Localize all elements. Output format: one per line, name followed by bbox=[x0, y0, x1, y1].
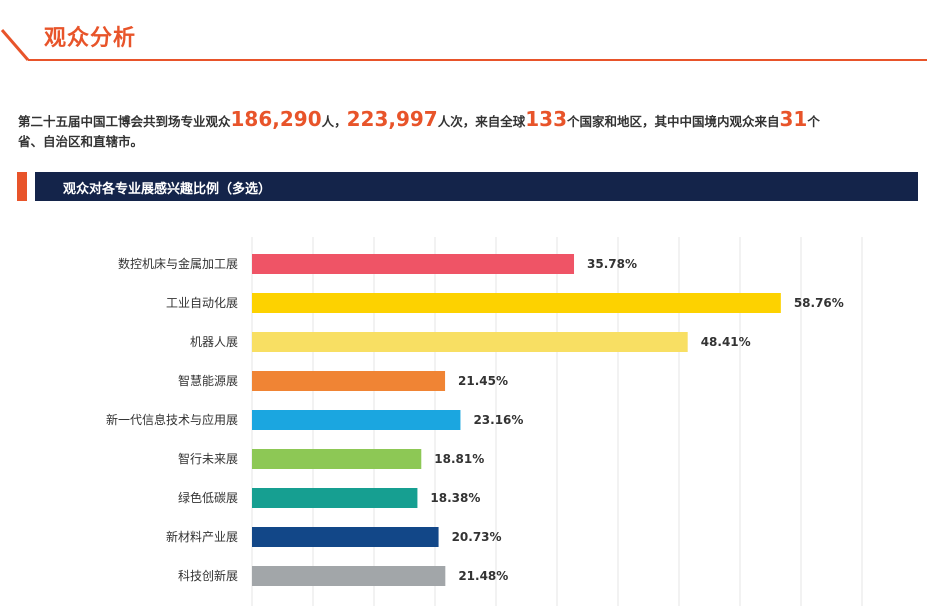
header-slash bbox=[0, 29, 30, 61]
visit-count: 223,997 bbox=[346, 107, 438, 131]
section-accent bbox=[17, 172, 27, 201]
category-label: 绿色低碳展 bbox=[178, 490, 238, 505]
section-title: 观众对各专业展感兴趣比例（多选） bbox=[63, 182, 272, 197]
province-count: 31 bbox=[779, 107, 808, 131]
value-label: 23.16% bbox=[473, 413, 523, 427]
category-label: 数控机床与金属加工展 bbox=[118, 256, 238, 271]
intro-text-4: 个国家和地区，其中中国境内观众来自 bbox=[566, 114, 780, 129]
bar bbox=[252, 371, 446, 391]
category-label: 工业自动化展 bbox=[166, 296, 238, 310]
value-label: 20.73% bbox=[452, 530, 502, 544]
intro-text-1: 第二十五届中国工博会共到场专业观众 bbox=[18, 114, 231, 129]
intro-text-2: 人， bbox=[321, 114, 347, 129]
bar bbox=[252, 449, 422, 469]
bar bbox=[252, 293, 781, 313]
value-label: 58.76% bbox=[794, 296, 844, 310]
category-label: 机器人展 bbox=[190, 335, 238, 349]
intro-text-6: 省、自治区和直辖市。 bbox=[18, 134, 144, 149]
value-label: 18.81% bbox=[434, 452, 484, 466]
bar bbox=[252, 254, 575, 274]
category-label: 智行未来展 bbox=[178, 451, 238, 466]
bar bbox=[252, 527, 439, 547]
category-label: 智慧能源展 bbox=[178, 373, 238, 388]
bar bbox=[252, 332, 688, 352]
value-label: 18.38% bbox=[430, 491, 480, 505]
bar bbox=[252, 488, 418, 508]
bar bbox=[252, 566, 446, 586]
category-label: 科技创新展 bbox=[178, 568, 238, 583]
category-label: 新材料产业展 bbox=[166, 529, 238, 544]
country-count: 133 bbox=[525, 107, 567, 131]
value-label: 21.48% bbox=[458, 569, 508, 583]
bar-chart: 数控机床与金属加工展 35.78% 工业自动化展 58.76% 机器人展 48.41% 智慧… bbox=[106, 237, 863, 606]
value-label: 21.45% bbox=[458, 374, 508, 388]
bar bbox=[252, 410, 461, 430]
section-bar: 观众对各专业展感兴趣比例（多选） bbox=[35, 172, 918, 201]
value-label: 35.78% bbox=[587, 257, 637, 271]
value-label: 48.41% bbox=[701, 335, 751, 349]
visitor-count: 186,290 bbox=[230, 107, 322, 131]
page-title: 观众分析 bbox=[44, 26, 137, 51]
category-label: 新一代信息技术与应用展 bbox=[106, 412, 238, 427]
page-header: 观众分析 bbox=[0, 0, 927, 64]
header-decoration bbox=[0, 29, 927, 61]
intro-text-5: 个 bbox=[807, 114, 820, 129]
intro-paragraph: 第二十五届中国工博会共到场专业观众186,290人，223,997人次，来自全球… bbox=[18, 106, 918, 155]
intro-text-3: 人次，来自全球 bbox=[437, 114, 526, 129]
